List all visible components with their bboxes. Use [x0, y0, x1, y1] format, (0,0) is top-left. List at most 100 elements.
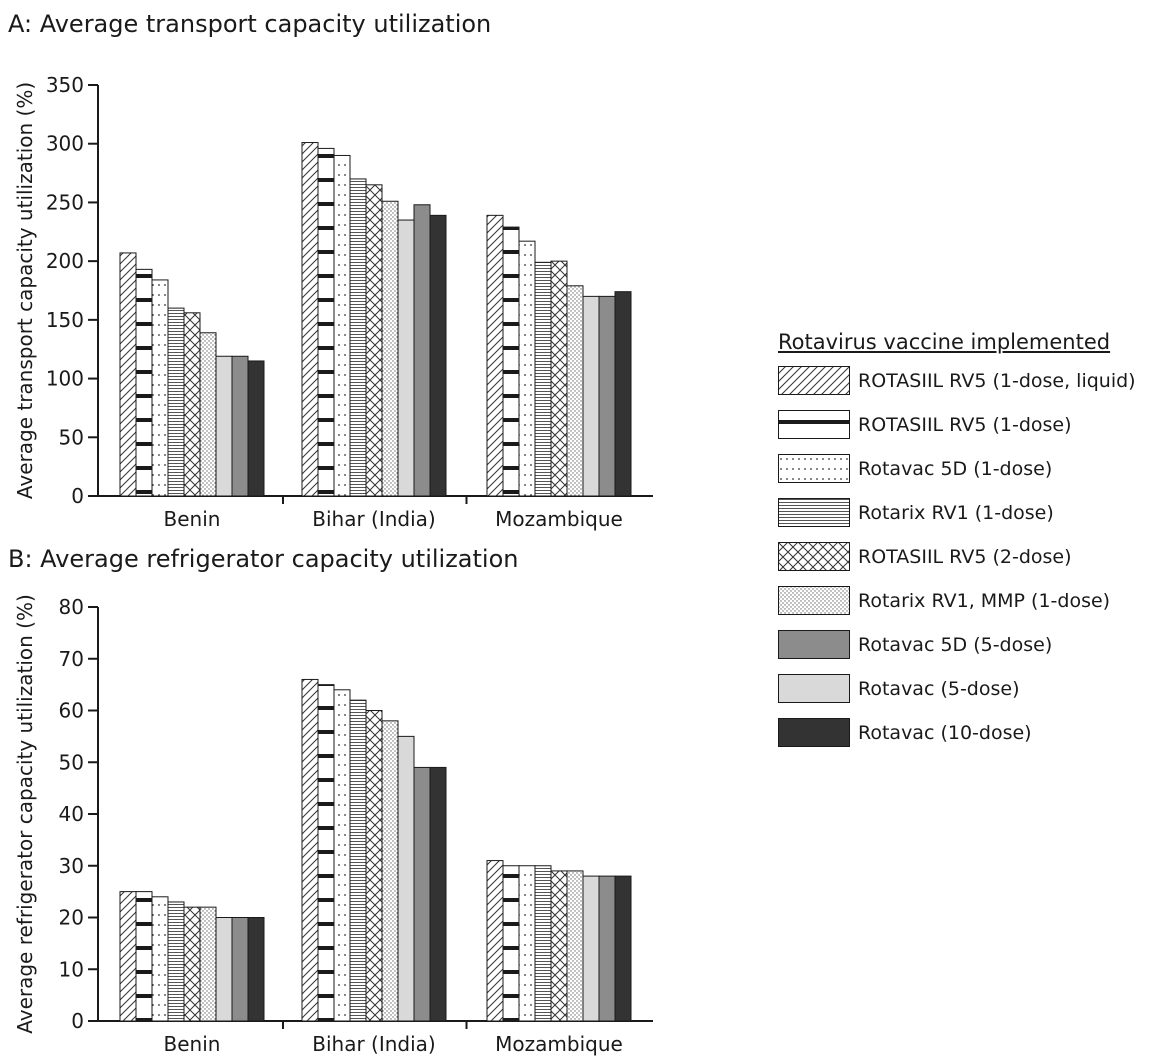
bar: [518, 865, 536, 1022]
bar: [598, 875, 616, 1022]
y-axis-label: Average transport capacity utilization (…: [13, 82, 37, 499]
bar: [614, 291, 632, 497]
legend-item: Rotarix RV1 (1-dose): [778, 498, 1136, 527]
y-tick-label: 150: [46, 308, 84, 332]
y-tick-label: 50: [59, 750, 84, 774]
bar: [502, 865, 520, 1022]
bar: [167, 307, 185, 497]
legend-swatch: [778, 630, 850, 659]
x-category-label: Benin: [164, 1032, 221, 1056]
bar: [247, 360, 265, 497]
bar: [199, 906, 217, 1022]
legend-item: Rotavac 5D (1-dose): [778, 454, 1136, 483]
x-category-label: Mozambique: [495, 507, 623, 531]
y-tick-label: 20: [59, 906, 84, 930]
bar: [317, 147, 335, 497]
bar: [582, 875, 600, 1022]
bar: [582, 295, 600, 497]
y-tick-label: 200: [46, 249, 84, 273]
legend-swatch: [778, 498, 850, 527]
bar: [231, 917, 249, 1022]
legend-item: ROTASIIL RV5 (2-dose): [778, 542, 1136, 571]
legend-item: ROTASIIL RV5 (1-dose, liquid): [778, 366, 1136, 395]
bar: [397, 735, 415, 1022]
legend-swatch: [778, 542, 850, 571]
bar: [247, 917, 265, 1022]
x-category-label: Bihar (India): [312, 507, 435, 531]
legend-label: Rotarix RV1 (1-dose): [858, 501, 1054, 524]
bar: [566, 285, 584, 497]
bar: [381, 200, 399, 497]
legend-item: Rotavac 5D (5-dose): [778, 630, 1136, 659]
y-tick-label: 40: [59, 802, 84, 826]
bar: [333, 689, 351, 1022]
y-tick-label: 0: [71, 484, 84, 508]
legend-label: ROTASIIL RV5 (1-dose): [858, 413, 1072, 436]
legend-label: Rotavac 5D (1-dose): [858, 457, 1053, 480]
panel-a-title: A: Average transport capacity utilizatio…: [8, 10, 492, 38]
legend-swatch-fill: [778, 630, 850, 659]
legend-swatch: [778, 366, 850, 395]
legend-label: Rotavac (10-dose): [858, 721, 1032, 744]
y-tick-label: 350: [46, 73, 84, 97]
legend-item: Rotavac (10-dose): [778, 718, 1136, 747]
bar: [413, 766, 431, 1022]
bar: [550, 260, 568, 497]
y-tick-label: 70: [59, 647, 84, 671]
legend-swatch: [778, 454, 850, 483]
x-category-label: Benin: [164, 507, 221, 531]
bar: [598, 295, 616, 497]
legend-heading: Rotavirus vaccine implemented: [778, 330, 1111, 354]
bar: [486, 860, 504, 1022]
panel-b-chart: 0 10 20 30 40 50 60 70 80 Average refrigerator ca…: [13, 594, 653, 1056]
bar: [151, 896, 169, 1022]
x-category-label: Mozambique: [495, 1032, 623, 1056]
legend-swatch-fill: [778, 366, 850, 395]
bar: [365, 710, 383, 1022]
legend-swatch-fill: [778, 674, 850, 703]
bar: [429, 766, 447, 1022]
legend-items: ROTASIIL RV5 (1-dose, liquid) ROTASIIL RV…: [778, 366, 1136, 747]
legend-item: Rotavac (5-dose): [778, 674, 1136, 703]
bar: [614, 875, 632, 1022]
y-axis-label: Average refrigerator capacity utilizatio…: [13, 594, 37, 1034]
panel-b-title: B: Average refrigerator capacity utiliza…: [8, 545, 519, 573]
legend-label: Rotavac (5-dose): [858, 677, 1020, 700]
bar: [534, 865, 552, 1022]
y-tick-label: 50: [59, 425, 84, 449]
bar: [349, 178, 367, 497]
bar: [215, 355, 233, 497]
y-tick-label: 80: [59, 595, 84, 619]
legend-swatch-fill: [778, 586, 850, 615]
bar: [518, 240, 536, 497]
bar: [317, 684, 335, 1022]
legend-label: ROTASIIL RV5 (2-dose): [858, 545, 1072, 568]
legend-swatch-fill: [778, 498, 850, 527]
bar: [301, 678, 319, 1022]
legend-swatch-fill: [778, 454, 850, 483]
bar: [231, 355, 249, 497]
bar: [199, 332, 217, 497]
legend-label: Rotarix RV1, MMP (1-dose): [858, 589, 1111, 612]
legend-swatch-fill: [778, 542, 850, 571]
y-tick-label: 0: [71, 1009, 84, 1033]
bar: [135, 268, 153, 497]
legend-swatch-fill: [778, 410, 850, 439]
bar: [486, 214, 504, 497]
legend-label: ROTASIIL RV5 (1-dose, liquid): [858, 369, 1136, 392]
bar: [550, 870, 568, 1022]
legend-swatch: [778, 410, 850, 439]
y-tick-label: 250: [46, 190, 84, 214]
bar: [534, 261, 552, 497]
legend-label: Rotavac 5D (5-dose): [858, 633, 1053, 656]
legend: Rotavirus vaccine implemented ROTASIIL R…: [778, 330, 1136, 762]
bar: [413, 204, 431, 497]
y-tick-label: 300: [46, 132, 84, 156]
bar: [365, 184, 383, 497]
y-tick-label: 100: [46, 367, 84, 391]
bar: [333, 154, 351, 497]
legend-swatch: [778, 674, 850, 703]
y-tick-label: 30: [59, 854, 84, 878]
y-tick-label: 60: [59, 699, 84, 723]
